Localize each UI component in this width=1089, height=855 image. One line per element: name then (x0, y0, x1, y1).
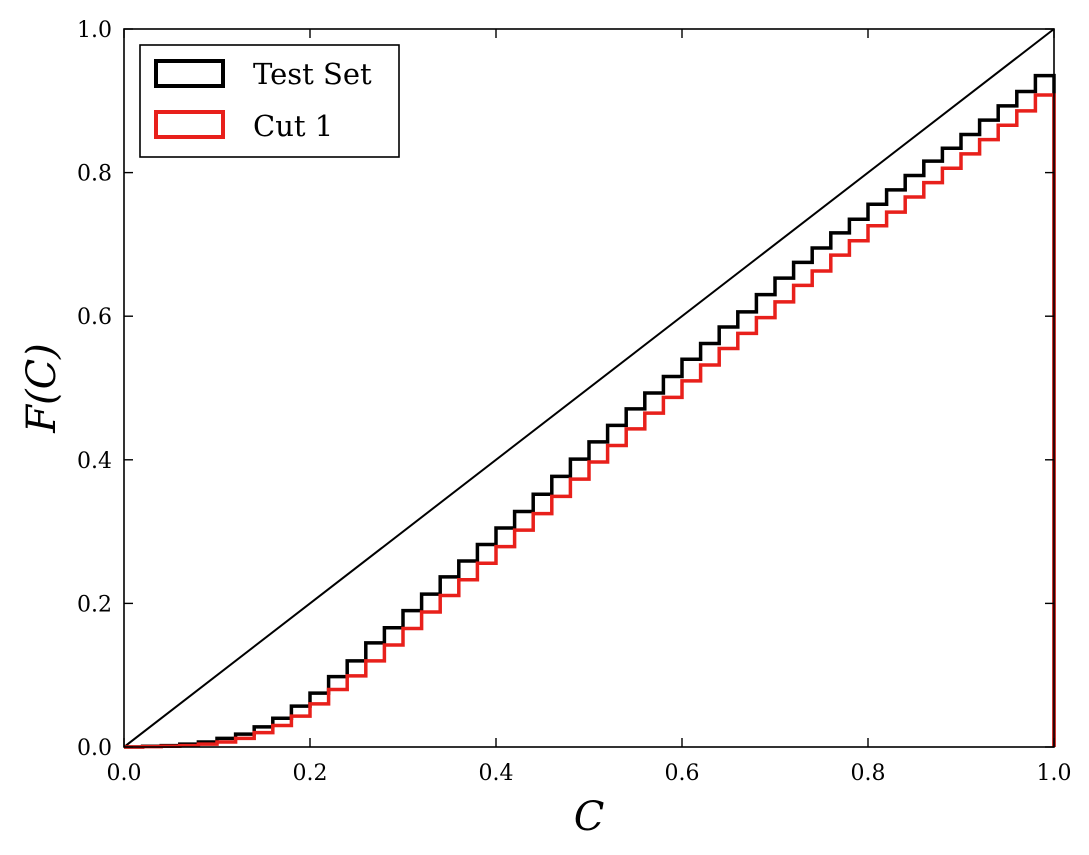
x-tick-label: 0.0 (107, 761, 142, 786)
y-tick-label: 0.6 (77, 305, 112, 330)
series-line-test-set (124, 73, 1056, 749)
y-tick-label: 1.0 (77, 18, 112, 43)
legend-swatch-test-set (154, 59, 225, 88)
reference-diagonal-line (123, 28, 1055, 748)
y-tick-label: 0.0 (77, 736, 112, 761)
y-tick-label: 0.8 (77, 162, 112, 187)
y-tick-label: 0.2 (77, 592, 112, 617)
series-line-cut-1 (124, 93, 1056, 749)
legend-label-cut-1: Cut 1 (253, 109, 333, 143)
plot-content (123, 28, 1056, 749)
legend-swatch-cut-1 (154, 110, 225, 139)
x-tick-label: 0.6 (665, 761, 700, 786)
x-tick-label: 1.0 (1037, 761, 1072, 786)
ticks: 0.0 0.2 0.4 0.6 0.8 1.0 0.0 0.2 0.4 0.6 0.8 1.0 (77, 18, 1072, 786)
x-tick-label: 0.2 (293, 761, 328, 786)
axes-frame (123, 28, 1055, 748)
x-tick-label: 0.4 (479, 761, 514, 786)
y-axis-label: F(C) (19, 343, 65, 434)
legend-label-test-set: Test Set (253, 57, 372, 91)
y-tick-label: 0.4 (77, 449, 112, 474)
x-tick-label: 0.8 (851, 761, 886, 786)
legend: Test Set Cut 1 (139, 44, 400, 158)
x-axis-label: C (574, 794, 605, 840)
